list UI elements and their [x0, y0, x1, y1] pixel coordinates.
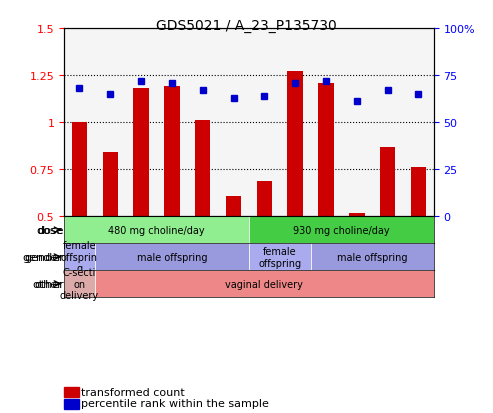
Bar — [403, 217, 434, 264]
FancyBboxPatch shape — [64, 244, 95, 271]
Text: GDS5021 / A_23_P135730: GDS5021 / A_23_P135730 — [156, 19, 337, 33]
Text: dose: dose — [36, 225, 63, 235]
FancyBboxPatch shape — [311, 244, 434, 271]
Text: C-secti
on
delivery: C-secti on delivery — [60, 267, 99, 301]
Text: vaginal delivery: vaginal delivery — [225, 279, 303, 289]
Text: gender: gender — [24, 252, 64, 262]
Text: gender: gender — [23, 252, 63, 262]
Text: 930 mg choline/day: 930 mg choline/day — [293, 225, 389, 235]
Bar — [380, 147, 395, 217]
FancyBboxPatch shape — [249, 217, 434, 244]
FancyBboxPatch shape — [95, 244, 249, 271]
Text: male offspring: male offspring — [337, 252, 408, 262]
FancyBboxPatch shape — [64, 217, 249, 244]
Bar — [218, 217, 249, 264]
Bar — [64, 217, 95, 264]
Bar — [72, 123, 87, 217]
Bar — [311, 217, 341, 264]
Bar — [249, 217, 280, 264]
Bar — [341, 217, 372, 264]
Bar — [103, 153, 118, 217]
Bar — [187, 217, 218, 264]
Bar — [280, 217, 311, 264]
Text: transformed count: transformed count — [81, 387, 185, 397]
Text: female
offsprin
g: female offsprin g — [61, 240, 98, 274]
Bar — [226, 196, 241, 217]
Text: male offspring: male offspring — [137, 252, 207, 262]
FancyBboxPatch shape — [95, 271, 434, 297]
Text: female
offspring: female offspring — [258, 246, 301, 268]
Bar — [164, 87, 179, 217]
Bar — [287, 72, 303, 217]
Bar — [411, 168, 426, 217]
FancyBboxPatch shape — [249, 244, 311, 271]
Bar — [372, 217, 403, 264]
Text: dose: dose — [37, 225, 64, 235]
Bar — [95, 217, 126, 264]
Text: 480 mg choline/day: 480 mg choline/day — [108, 225, 205, 235]
Bar — [318, 83, 334, 217]
Text: percentile rank within the sample: percentile rank within the sample — [81, 399, 269, 408]
Bar — [157, 217, 187, 264]
FancyBboxPatch shape — [64, 271, 95, 297]
Bar — [126, 217, 157, 264]
Text: other: other — [35, 279, 64, 289]
Bar — [195, 121, 211, 217]
Text: other: other — [33, 279, 63, 289]
Bar — [257, 181, 272, 217]
Bar — [349, 213, 364, 217]
Bar — [134, 89, 149, 217]
